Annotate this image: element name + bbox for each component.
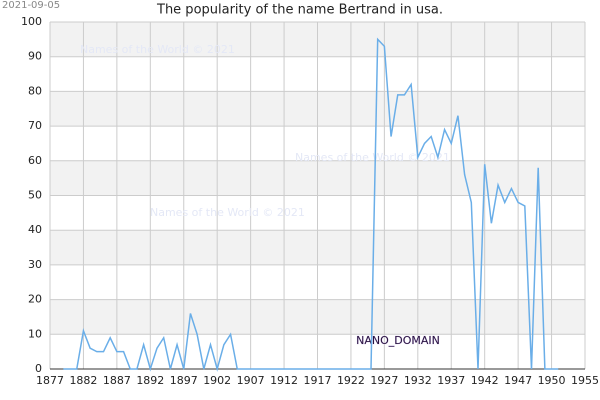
x-tick-label: 1912 xyxy=(270,374,298,387)
x-tick-label: 1892 xyxy=(136,374,164,387)
y-tick-label: 0 xyxy=(35,362,42,375)
y-tick-label: 10 xyxy=(28,327,42,340)
x-tick-label: 1882 xyxy=(69,374,97,387)
y-tick-label: 30 xyxy=(28,258,42,271)
x-tick-label: 1917 xyxy=(304,374,332,387)
line xyxy=(63,37,559,372)
y-tick-label: 100 xyxy=(21,15,42,28)
x-tick-label: 1950 xyxy=(538,374,566,387)
x-tick-label: 1927 xyxy=(370,374,398,387)
x-tick-label: 1887 xyxy=(103,374,131,387)
x-tick-label: 1942 xyxy=(471,374,499,387)
y-tick-label: 80 xyxy=(28,84,42,97)
chart-title: The popularity of the name Bertrand in u… xyxy=(156,3,443,18)
y-tick-label: 50 xyxy=(28,189,42,202)
x-tick-label: 1902 xyxy=(203,374,231,387)
watermark: Names of the World © 2021 xyxy=(150,206,305,219)
watermark: Names of the World © 2021 xyxy=(295,151,450,164)
domain-label: NANO_DOMAIN xyxy=(356,334,440,347)
y-tick-label: 90 xyxy=(28,50,42,63)
x-tick-label: 1897 xyxy=(170,374,198,387)
y-tick-label: 60 xyxy=(28,154,42,167)
x-tick-label: 1955 xyxy=(571,374,599,387)
x-tick-label: 1947 xyxy=(504,374,532,387)
date-stamp: 2021-09-05 xyxy=(2,0,60,11)
y-tick-label: 70 xyxy=(28,119,42,132)
x-tick-label: 1922 xyxy=(337,374,365,387)
x-tick-label: 1877 xyxy=(36,374,64,387)
x-tick-label: 1907 xyxy=(237,374,265,387)
watermark: Names of the World © 2021 xyxy=(80,43,235,56)
x-tick-label: 1937 xyxy=(437,374,465,387)
y-tick-label: 20 xyxy=(28,293,42,306)
y-tick-label: 40 xyxy=(28,223,42,236)
x-tick-label: 1932 xyxy=(404,374,432,387)
